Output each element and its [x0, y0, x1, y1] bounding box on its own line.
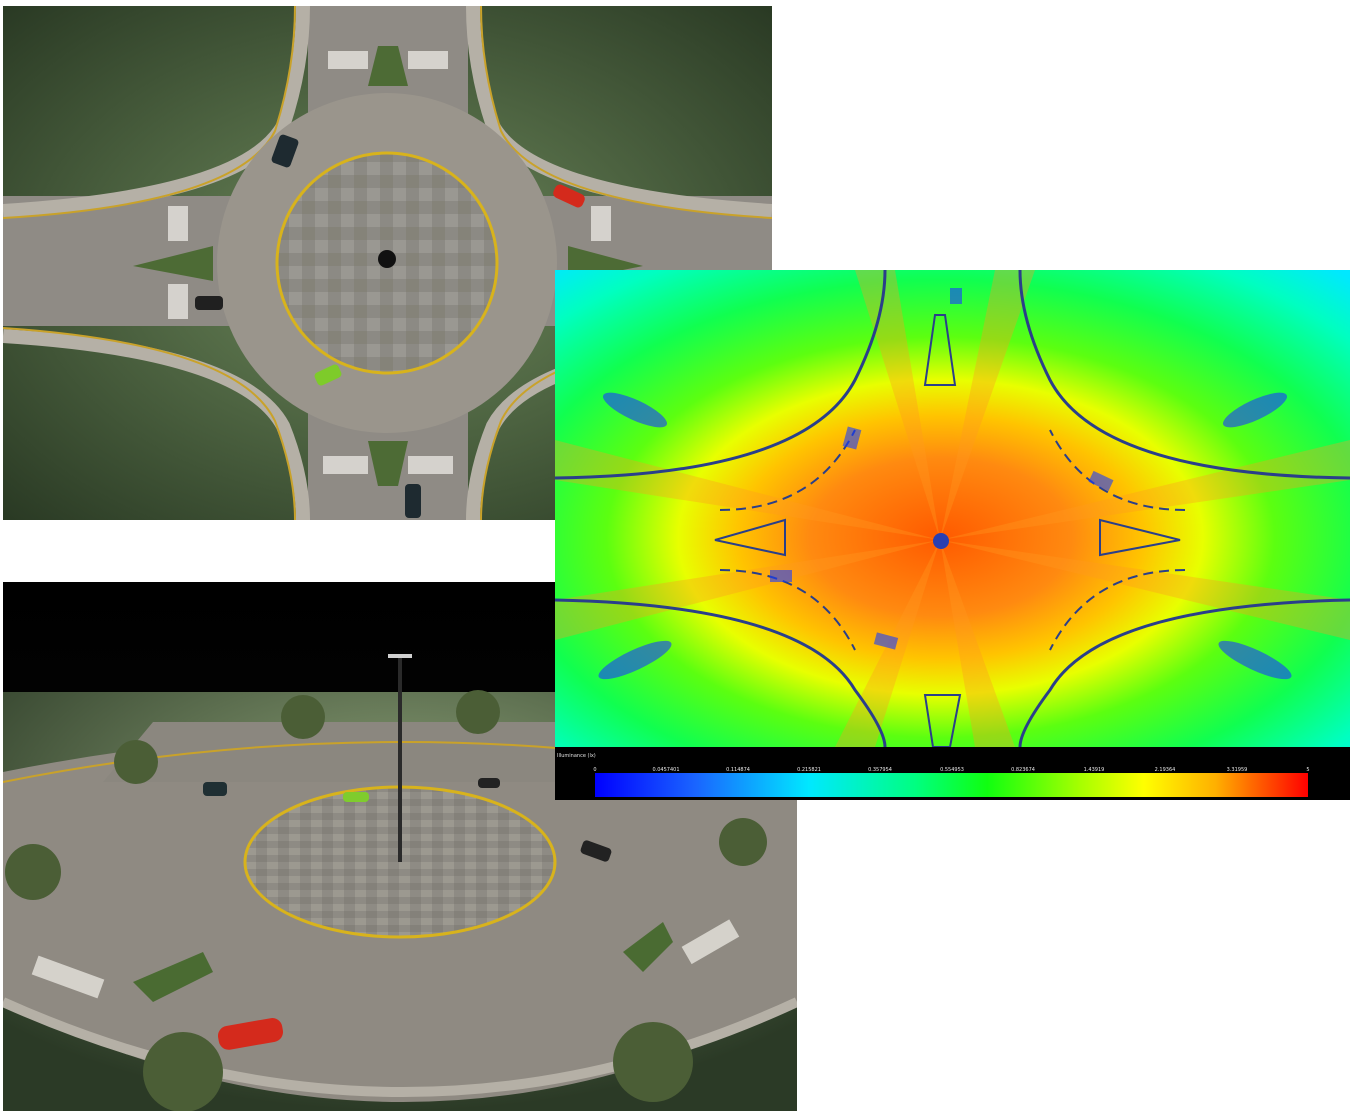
legend-tick: 0.357954 [868, 767, 892, 773]
legend-title: Illuminance (lx) [557, 753, 596, 759]
roundabout-perspective-image [3, 582, 797, 1111]
legend-tick: 0.114874 [726, 767, 750, 773]
legend-tick: 2.19364 [1154, 767, 1176, 773]
legend-color-scale [595, 773, 1308, 797]
legend-tick: 0 [593, 767, 597, 773]
illuminance-analysis-image: Illuminance (lx) 0 0.0457401 0.114874 0.… [555, 270, 1350, 800]
illuminance-legend: Illuminance (lx) 0 0.0457401 0.114874 0.… [555, 747, 1350, 800]
legend-tick: 0.554953 [940, 767, 964, 773]
roundabout-top-view-image [3, 6, 772, 520]
illuminance-false-color-map-icon [555, 270, 1350, 747]
legend-tick: 0.823674 [1011, 767, 1035, 773]
legend-tick: 0.0457401 [652, 767, 680, 773]
legend-tick: 5 [1306, 767, 1310, 773]
roundabout-top-view-icon [3, 6, 772, 520]
legend-tick: 0.215821 [797, 767, 821, 773]
legend-tick: 1.43919 [1083, 767, 1105, 773]
legend-tick: 3.31959 [1226, 767, 1248, 773]
roundabout-perspective-icon [3, 582, 797, 1111]
